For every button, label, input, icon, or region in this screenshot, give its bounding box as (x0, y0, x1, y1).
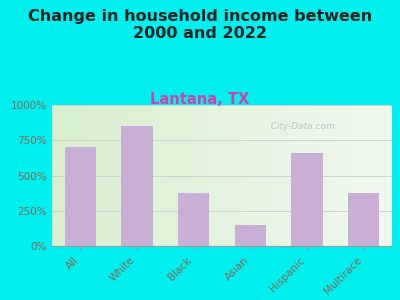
Text: Change in household income between
2000 and 2022: Change in household income between 2000 … (28, 9, 372, 41)
Text: City-Data.com: City-Data.com (265, 122, 335, 131)
Text: Lantana, TX: Lantana, TX (150, 92, 250, 106)
Bar (235, 225, 266, 246)
Bar (122, 126, 152, 246)
Bar (65, 147, 96, 246)
Bar (292, 153, 322, 246)
Bar (178, 193, 209, 246)
Bar (348, 193, 379, 246)
